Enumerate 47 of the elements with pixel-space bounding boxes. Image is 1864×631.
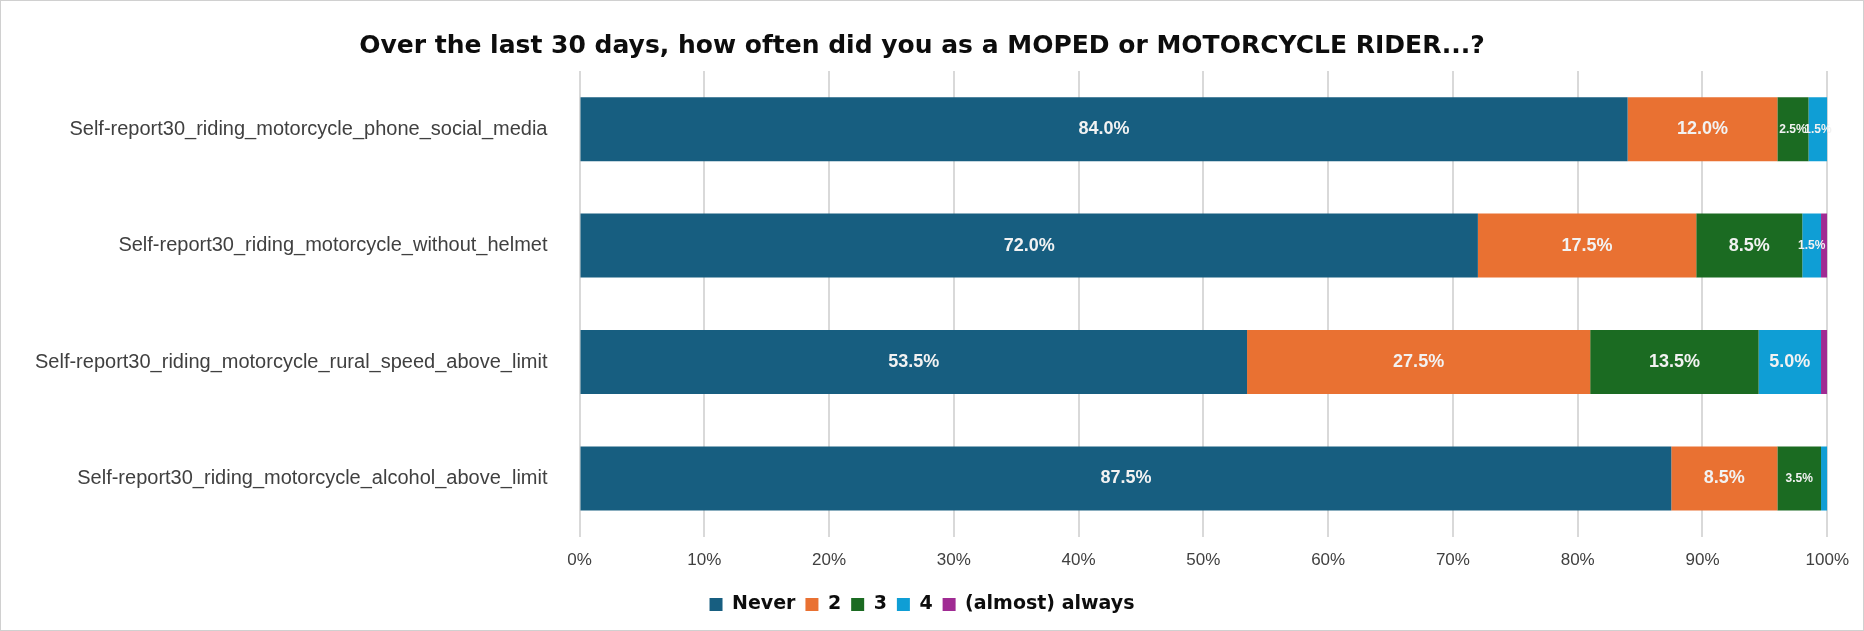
data-label: 72.0%	[1003, 234, 1055, 255]
x-tick-label: 70%	[1435, 550, 1470, 570]
bar	[1477, 213, 1697, 278]
x-tick-label: 50%	[1186, 550, 1221, 570]
x-tick-label: 90%	[1685, 550, 1720, 570]
x-tick-label: 40%	[1061, 550, 1096, 570]
legend-label: Never	[732, 591, 797, 614]
legend-label: 4	[919, 591, 933, 614]
y-tick-label: Self-report30_riding_motorcycle_without_helmet	[118, 233, 548, 257]
data-label: 87.5%	[1100, 467, 1152, 488]
bar	[1758, 329, 1822, 395]
bar	[1247, 329, 1591, 395]
legend-label: 2	[827, 591, 842, 614]
data-label: 84.0%	[1078, 118, 1130, 139]
bar	[1777, 446, 1822, 511]
data-label: 27.5%	[1393, 350, 1445, 371]
x-tick-label: 80%	[1560, 550, 1595, 570]
data-label: 8.5%	[1728, 234, 1770, 255]
data-label: 2.5%	[1779, 121, 1807, 136]
data-label: 53.5%	[888, 350, 940, 371]
data-label: 5.0%	[1769, 350, 1811, 371]
chart-title: Over the last 30 days, how often did you as a MOPED or MOTORCYCLE RIDER...?	[359, 29, 1485, 59]
bar	[580, 446, 1672, 511]
y-tick-label: Self-report30_riding_motorcycle_phone_social_media	[69, 116, 549, 140]
x-tick-label: 10%	[687, 550, 722, 570]
x-tick-label: 100%	[1805, 550, 1849, 570]
x-tick-label: 0%	[567, 550, 592, 570]
bar	[1821, 329, 1828, 395]
legend-label: (almost) always	[965, 591, 1135, 614]
legend-label: 3	[873, 591, 887, 614]
bar	[580, 97, 1628, 162]
x-tick-label: 30%	[936, 550, 971, 570]
y-tick-label: Self-report30_riding_motorcycle_alcohol_above_limit	[77, 465, 548, 489]
bar	[1627, 97, 1778, 162]
bar	[1590, 329, 1759, 395]
data-label: 8.5%	[1703, 467, 1745, 488]
x-tick-label: 60%	[1311, 550, 1346, 570]
data-label: 13.5%	[1648, 350, 1700, 371]
bar	[1821, 446, 1828, 511]
bar	[1671, 446, 1778, 511]
data-label: 17.5%	[1561, 234, 1613, 255]
bar	[580, 213, 1478, 278]
data-label: 3.5%	[1785, 470, 1814, 485]
x-tick-label: 20%	[812, 550, 847, 570]
bar	[580, 329, 1248, 395]
y-tick-label: Self-report30_riding_motorcycle_rural_speed_above_limit	[35, 349, 548, 373]
data-label: 12.0%	[1676, 118, 1729, 139]
